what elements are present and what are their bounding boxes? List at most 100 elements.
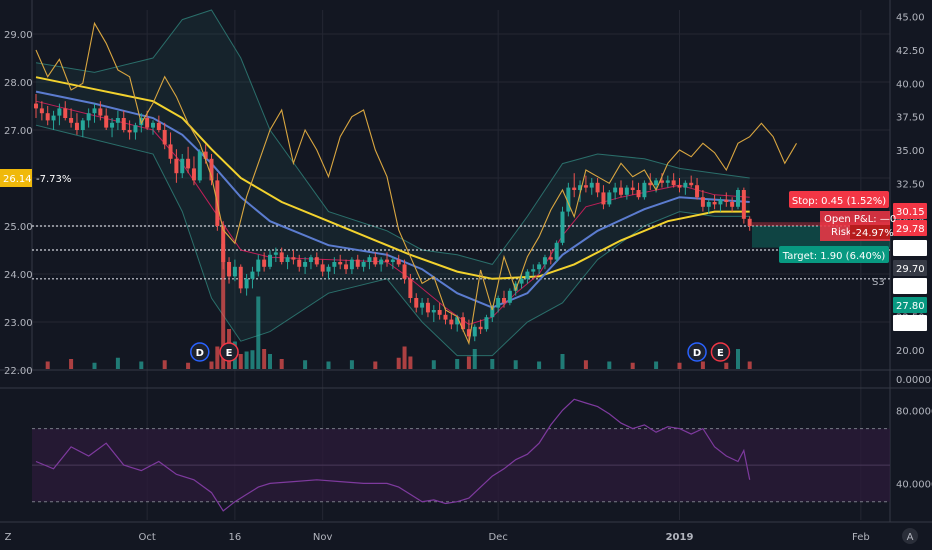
candle-body[interactable] [420,302,425,308]
candle-body[interactable] [654,180,659,186]
candle-body[interactable] [525,271,530,279]
candle-body[interactable] [502,298,506,303]
candle-body[interactable] [542,257,547,265]
candle-body[interactable] [121,118,126,130]
candle-body[interactable] [314,257,319,265]
candle-body[interactable] [472,326,477,337]
candle-body[interactable] [437,310,442,315]
candle-body[interactable] [57,108,62,116]
candle-body[interactable] [583,185,588,188]
candle-body[interactable] [630,187,635,190]
candle-body[interactable] [455,317,460,325]
event-markers[interactable]: DEDEE [190,342,932,362]
candle-body[interactable] [92,108,97,114]
candle-body[interactable] [560,211,565,243]
candle-body[interactable] [537,264,542,270]
candle-body[interactable] [478,326,483,330]
candle-body[interactable] [730,202,735,207]
candle-body[interactable] [133,125,138,133]
candle-body[interactable] [45,113,50,121]
candle-body[interactable] [168,144,173,159]
candle-body[interactable] [425,302,430,313]
candle-body[interactable] [712,202,717,205]
earnings-event-marker[interactable]: E [219,342,239,362]
candle-body[interactable] [466,329,471,337]
candle-body[interactable] [250,271,255,279]
candle-body[interactable] [174,158,179,174]
stop-label-box[interactable] [789,191,889,208]
candle-body[interactable] [665,180,670,183]
candle-body[interactable] [145,118,150,128]
candle-body[interactable] [659,180,664,183]
candle-body[interactable] [34,103,38,109]
candle-body[interactable] [519,278,524,284]
candle-body[interactable] [291,257,296,260]
candle-body[interactable] [86,113,91,121]
candle-body[interactable] [162,130,167,145]
candle-body[interactable] [642,182,647,198]
candle-body[interactable] [279,252,284,262]
candle-body[interactable] [285,257,290,262]
candle-body[interactable] [344,264,349,270]
candle-body[interactable] [408,278,413,298]
candle-body[interactable] [396,259,401,265]
dividend-event-marker[interactable]: D [687,342,707,362]
candle-body[interactable] [513,283,518,291]
candle-body[interactable] [741,190,746,219]
candle-body[interactable] [268,254,272,267]
candle-body[interactable] [578,185,583,190]
candle-body[interactable] [414,298,419,308]
candle-body[interactable] [589,182,594,188]
candle-body[interactable] [373,257,378,265]
candle-body[interactable] [203,151,208,159]
candle-body[interactable] [689,182,694,186]
candle-body[interactable] [69,118,74,123]
candle-body[interactable] [671,180,676,186]
candle-body[interactable] [636,190,641,198]
candle-body[interactable] [332,262,337,267]
candles[interactable] [34,94,752,342]
candle-body[interactable] [601,192,606,205]
candle-body[interactable] [320,264,325,272]
candle-body[interactable] [308,257,313,262]
candle-body[interactable] [104,115,109,128]
candle-body[interactable] [303,262,308,267]
candle-body[interactable] [443,314,448,320]
candle-body[interactable] [63,108,68,118]
candle-body[interactable] [238,266,243,289]
candle-body[interactable] [262,259,267,267]
position-labels[interactable]: Stop: 0.45 (1.52%) Open P&L: —0 Risk -24.97… [779,191,896,288]
candle-body[interactable] [566,187,571,212]
auto-scale-button[interactable] [902,528,918,544]
candle-body[interactable] [349,259,354,270]
candle-body[interactable] [613,187,618,193]
candle-body[interactable] [338,262,343,265]
candle-body[interactable] [355,259,360,267]
candle-body[interactable] [98,108,103,116]
candle-body[interactable] [706,202,711,207]
candle-body[interactable] [490,307,495,318]
candle-body[interactable] [379,259,384,265]
dividend-event-marker[interactable]: D [190,342,210,362]
candle-body[interactable] [718,199,723,205]
candle-body[interactable] [700,197,705,207]
candle-body[interactable] [110,122,115,128]
candle-body[interactable] [227,262,232,277]
candle-body[interactable] [554,242,559,260]
earnings-event-marker[interactable]: E [710,342,731,362]
candle-body[interactable] [648,182,653,186]
target-label-box[interactable] [779,246,889,263]
candle-body[interactable] [244,278,249,289]
candle-body[interactable] [156,122,161,130]
candle-body[interactable] [51,115,56,121]
candle-body[interactable] [572,187,577,190]
candle-body[interactable] [326,266,331,272]
candle-body[interactable] [736,190,740,207]
candle-body[interactable] [402,264,407,279]
candle-body[interactable] [683,182,688,188]
candle-body[interactable] [209,158,214,181]
candle-body[interactable] [197,151,202,181]
candle-body[interactable] [619,187,623,195]
